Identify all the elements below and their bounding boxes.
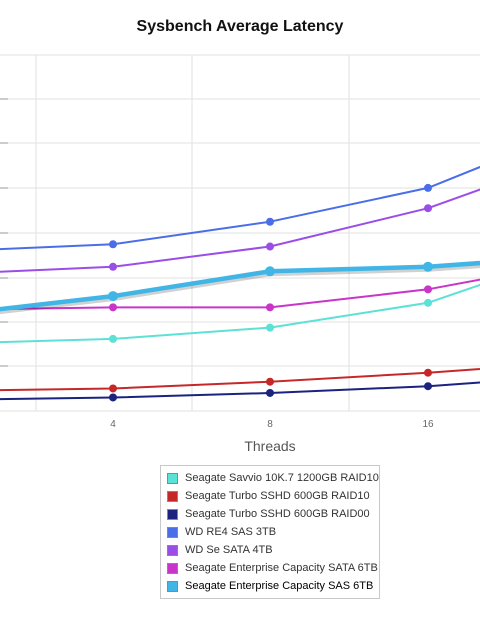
legend-swatch (167, 490, 178, 502)
data-point[interactable] (109, 303, 117, 312)
legend-swatch (167, 580, 178, 592)
series-6 (0, 278, 480, 312)
data-point[interactable] (109, 384, 117, 393)
legend-label: Seagate Turbo SSHD 600GB RAID00 (185, 508, 370, 520)
series-line (0, 381, 480, 401)
legend-swatch (167, 472, 178, 484)
legend-item[interactable]: WD RE4 SAS 3TB (161, 523, 379, 541)
series-line (0, 283, 480, 344)
data-point[interactable] (424, 285, 432, 294)
data-point[interactable] (266, 242, 274, 251)
chart-title: Sysbench Average Latency (136, 18, 344, 35)
legend-label: WD RE4 SAS 3TB (185, 526, 277, 538)
legend-item[interactable]: Seagate Enterprise Capacity SAS 6TB (161, 577, 379, 595)
series-5 (0, 188, 480, 273)
x-tick-labels: 4 8 16 (110, 419, 434, 430)
data-point[interactable] (266, 388, 274, 397)
data-point[interactable] (266, 377, 274, 386)
data-point[interactable] (424, 204, 432, 213)
data-point[interactable] (108, 291, 118, 302)
data-point[interactable] (423, 261, 433, 272)
x-axis-label: Threads (244, 438, 295, 454)
legend-item[interactable]: Seagate Turbo SSHD 600GB RAID10 (161, 487, 379, 505)
legend-label: Seagate Enterprise Capacity SAS 6TB (185, 580, 374, 592)
data-point[interactable] (424, 368, 432, 377)
legend-swatch (167, 544, 178, 556)
x-tick-label: 16 (422, 419, 434, 430)
legend-label: WD Se SATA 4TB (185, 544, 273, 556)
data-point[interactable] (424, 183, 432, 192)
legend-swatch (167, 562, 178, 574)
data-point[interactable] (109, 240, 117, 249)
data-point[interactable] (424, 298, 432, 307)
legend-swatch (167, 526, 178, 538)
series-4 (0, 165, 480, 251)
legend-item[interactable]: Seagate Enterprise Capacity SATA 6TB (161, 559, 379, 577)
data-point[interactable] (424, 382, 432, 391)
series-1 (0, 283, 480, 344)
series-layer (0, 165, 480, 402)
legend-item[interactable]: WD Se SATA 4TB (161, 541, 379, 559)
data-point[interactable] (266, 303, 274, 312)
data-point[interactable] (109, 262, 117, 271)
series-2 (0, 367, 480, 393)
legend-label: Seagate Turbo SSHD 600GB RAID10 (185, 490, 370, 502)
data-point[interactable] (109, 393, 117, 402)
data-point[interactable] (265, 266, 275, 277)
legend-swatch (167, 508, 178, 520)
grid-lines (0, 54, 480, 412)
legend-item[interactable]: Seagate Turbo SSHD 600GB RAID00 (161, 505, 379, 523)
data-point[interactable] (266, 217, 274, 226)
legend: Seagate Savvio 10K.7 1200GB RAID10 Seagat… (160, 465, 380, 599)
legend-label: Seagate Savvio 10K.7 1200GB RAID10 (185, 472, 379, 484)
data-point[interactable] (266, 323, 274, 332)
legend-label: Seagate Enterprise Capacity SATA 6TB (185, 562, 378, 574)
series-line (0, 188, 480, 273)
series-3 (0, 381, 480, 402)
data-point[interactable] (109, 334, 117, 343)
series-7 (0, 260, 480, 315)
legend-item[interactable]: Seagate Savvio 10K.7 1200GB RAID10 (161, 469, 379, 487)
x-tick-label: 8 (267, 419, 273, 430)
x-tick-label: 4 (110, 419, 116, 430)
